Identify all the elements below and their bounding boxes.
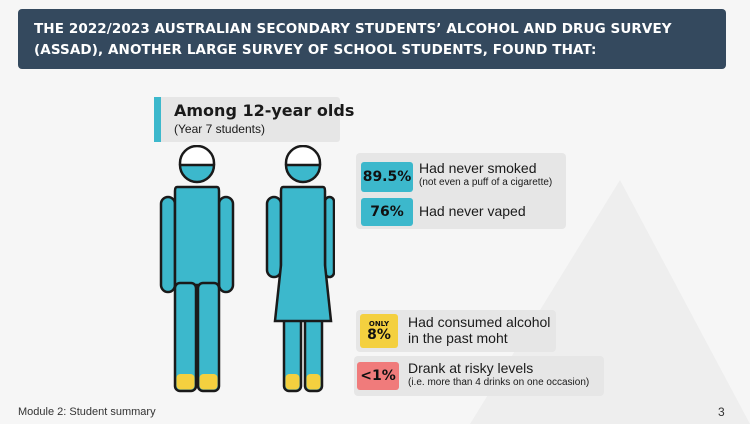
alcohol-value: 8% xyxy=(367,326,391,343)
girl-figure-icon xyxy=(265,145,335,393)
never-vaped-badge: 76% xyxy=(361,198,413,226)
heading-main: Among 12-year olds xyxy=(174,101,355,120)
never-vaped-label: Had never vaped xyxy=(419,203,526,219)
footer-module-label: Module 2: Student summary xyxy=(18,406,156,418)
banner-line-2: (ASSAD), ANOTHER LARGE SURVEY OF SCHOOL … xyxy=(34,42,597,58)
risky-drinking-value: <1% xyxy=(360,368,396,384)
never-smoked-note: (not even a puff of a cigarette) xyxy=(419,177,553,188)
risky-drinking-note: (i.e. more than 4 drinks on one occasion… xyxy=(408,377,590,388)
alcohol-label-line-1: Had consumed alcohol xyxy=(408,314,551,330)
never-smoked-badge: 89.5% xyxy=(361,162,413,192)
page-number: 3 xyxy=(718,405,725,419)
boy-figure-icon xyxy=(159,145,235,393)
never-smoked-value: 89.5% xyxy=(362,169,412,185)
risky-drinking-label: Drank at risky levels xyxy=(408,360,534,376)
never-smoked-label: Had never smoked xyxy=(419,160,537,176)
age-group-heading: Among 12-year olds (Year 7 students) xyxy=(154,97,354,142)
banner-title: THE 2022/2023 AUSTRALIAN SECONDARY STUDE… xyxy=(34,19,724,61)
alcohol-only-label: ONLY xyxy=(368,319,390,328)
never-vaped-value: 76% xyxy=(370,204,404,220)
student-figures xyxy=(159,145,335,393)
title-banner: THE 2022/2023 AUSTRALIAN SECONDARY STUDE… xyxy=(18,9,726,69)
heading-sub: (Year 7 students) xyxy=(174,122,265,136)
risky-drinking-badge: <1% xyxy=(357,362,399,390)
alcohol-label-line-2: in the past moht xyxy=(408,330,508,346)
banner-line-1: THE 2022/2023 AUSTRALIAN SECONDARY STUDE… xyxy=(34,21,672,37)
alcohol-badge: ONLY 8% xyxy=(360,314,398,348)
